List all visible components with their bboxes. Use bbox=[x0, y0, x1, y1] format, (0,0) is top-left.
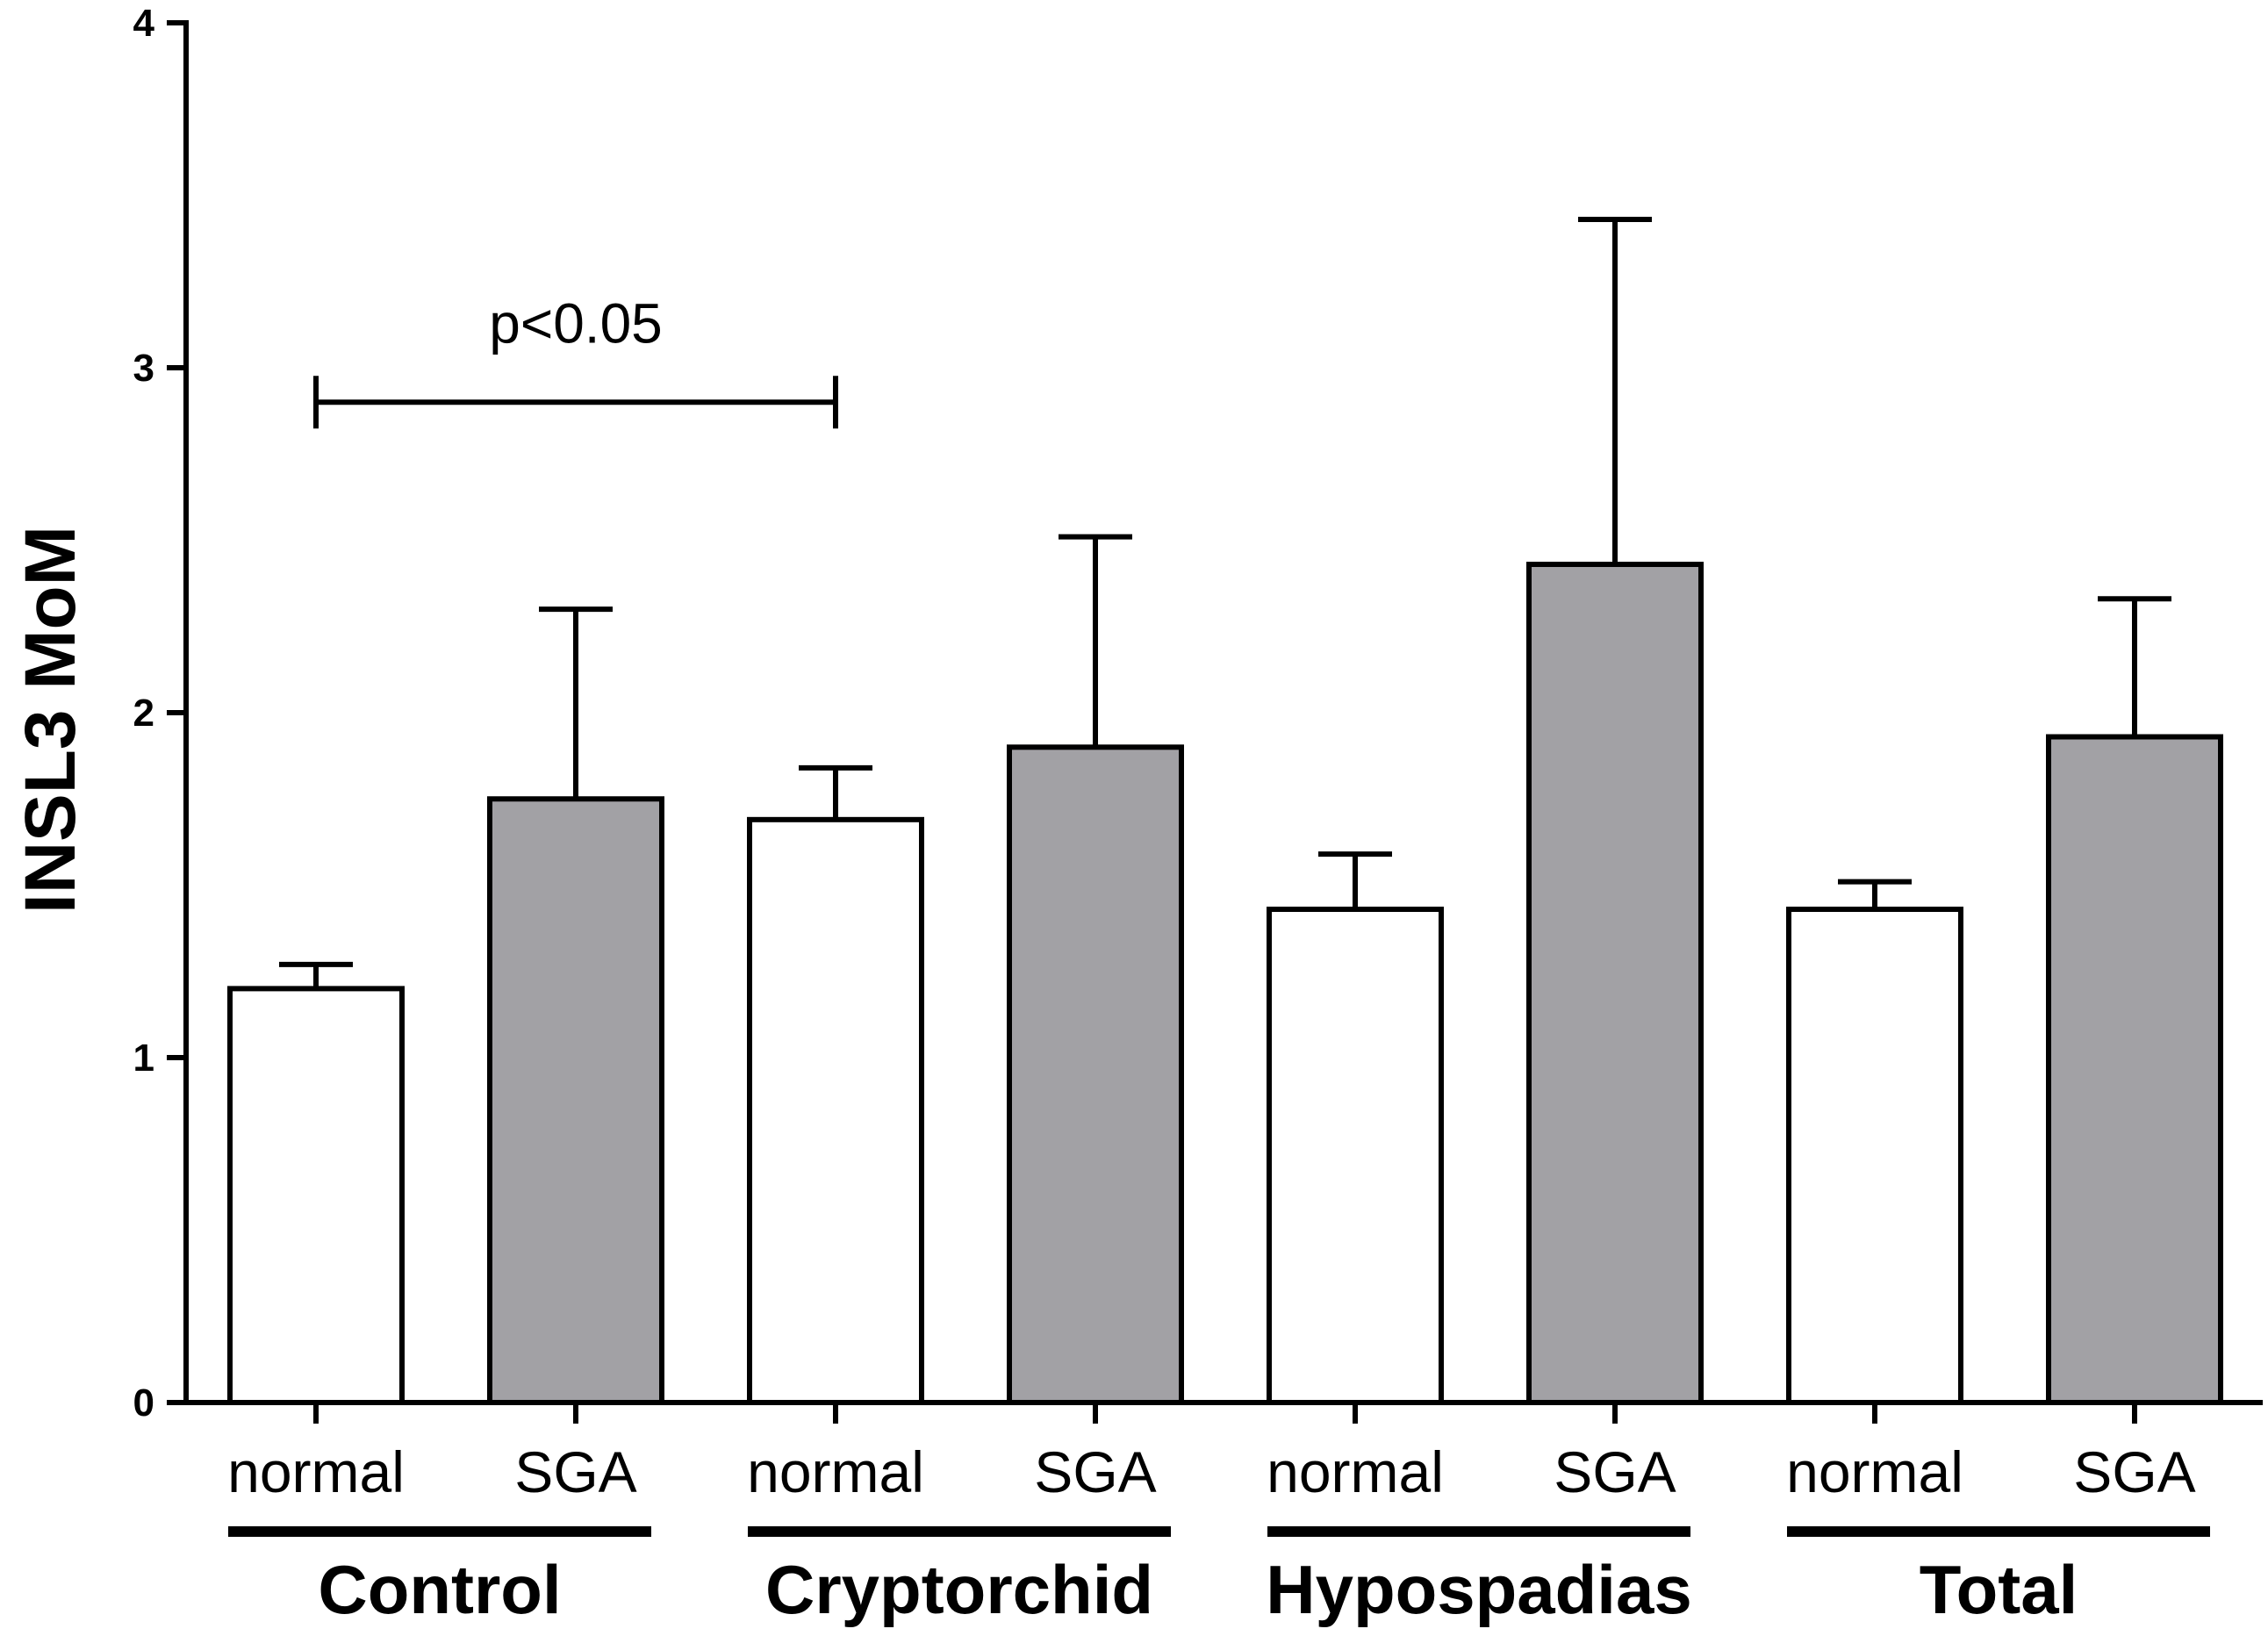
group-label-3: Total bbox=[1920, 1551, 2078, 1628]
bar-0 bbox=[227, 986, 405, 1406]
bar-1 bbox=[487, 796, 664, 1405]
x-category-label-6: normal bbox=[1786, 1439, 1963, 1504]
x-category-label-7: SGA bbox=[2073, 1439, 2195, 1504]
x-category-label-2: normal bbox=[747, 1439, 924, 1504]
x-category-label-0: normal bbox=[227, 1439, 405, 1504]
y-tick-label-0: 0 bbox=[133, 1381, 154, 1424]
axes-layer bbox=[167, 20, 2263, 1537]
bars-layer bbox=[227, 217, 2223, 1406]
bar-5 bbox=[1526, 562, 1704, 1405]
x-category-label-3: SGA bbox=[1034, 1439, 1156, 1504]
significance-label: p<0.05 bbox=[489, 291, 663, 355]
bar-6 bbox=[1786, 907, 1963, 1405]
group-label-2: Hypospadias bbox=[1266, 1551, 1691, 1628]
group-label-0: Control bbox=[318, 1551, 561, 1628]
x-category-label-5: SGA bbox=[1554, 1439, 1676, 1504]
labels-layer: 0 1 2 3 4 normal SGA normal SGA normal SGA normal SG… bbox=[133, 2, 2196, 1628]
y-axis-label: INSL3 MoM bbox=[11, 526, 90, 914]
y-tick-label-2: 2 bbox=[133, 692, 154, 735]
bar-2 bbox=[747, 816, 924, 1405]
y-tick-label-3: 3 bbox=[133, 347, 154, 390]
bar-4 bbox=[1267, 907, 1444, 1405]
y-tick-label-4: 4 bbox=[133, 2, 155, 45]
x-category-label-4: normal bbox=[1267, 1439, 1444, 1504]
group-label-1: Cryptorchid bbox=[765, 1551, 1153, 1628]
bar-3 bbox=[1007, 744, 1184, 1405]
x-category-label-1: SGA bbox=[514, 1439, 636, 1504]
bar-7 bbox=[2046, 734, 2223, 1405]
y-tick-label-1: 1 bbox=[133, 1037, 154, 1080]
